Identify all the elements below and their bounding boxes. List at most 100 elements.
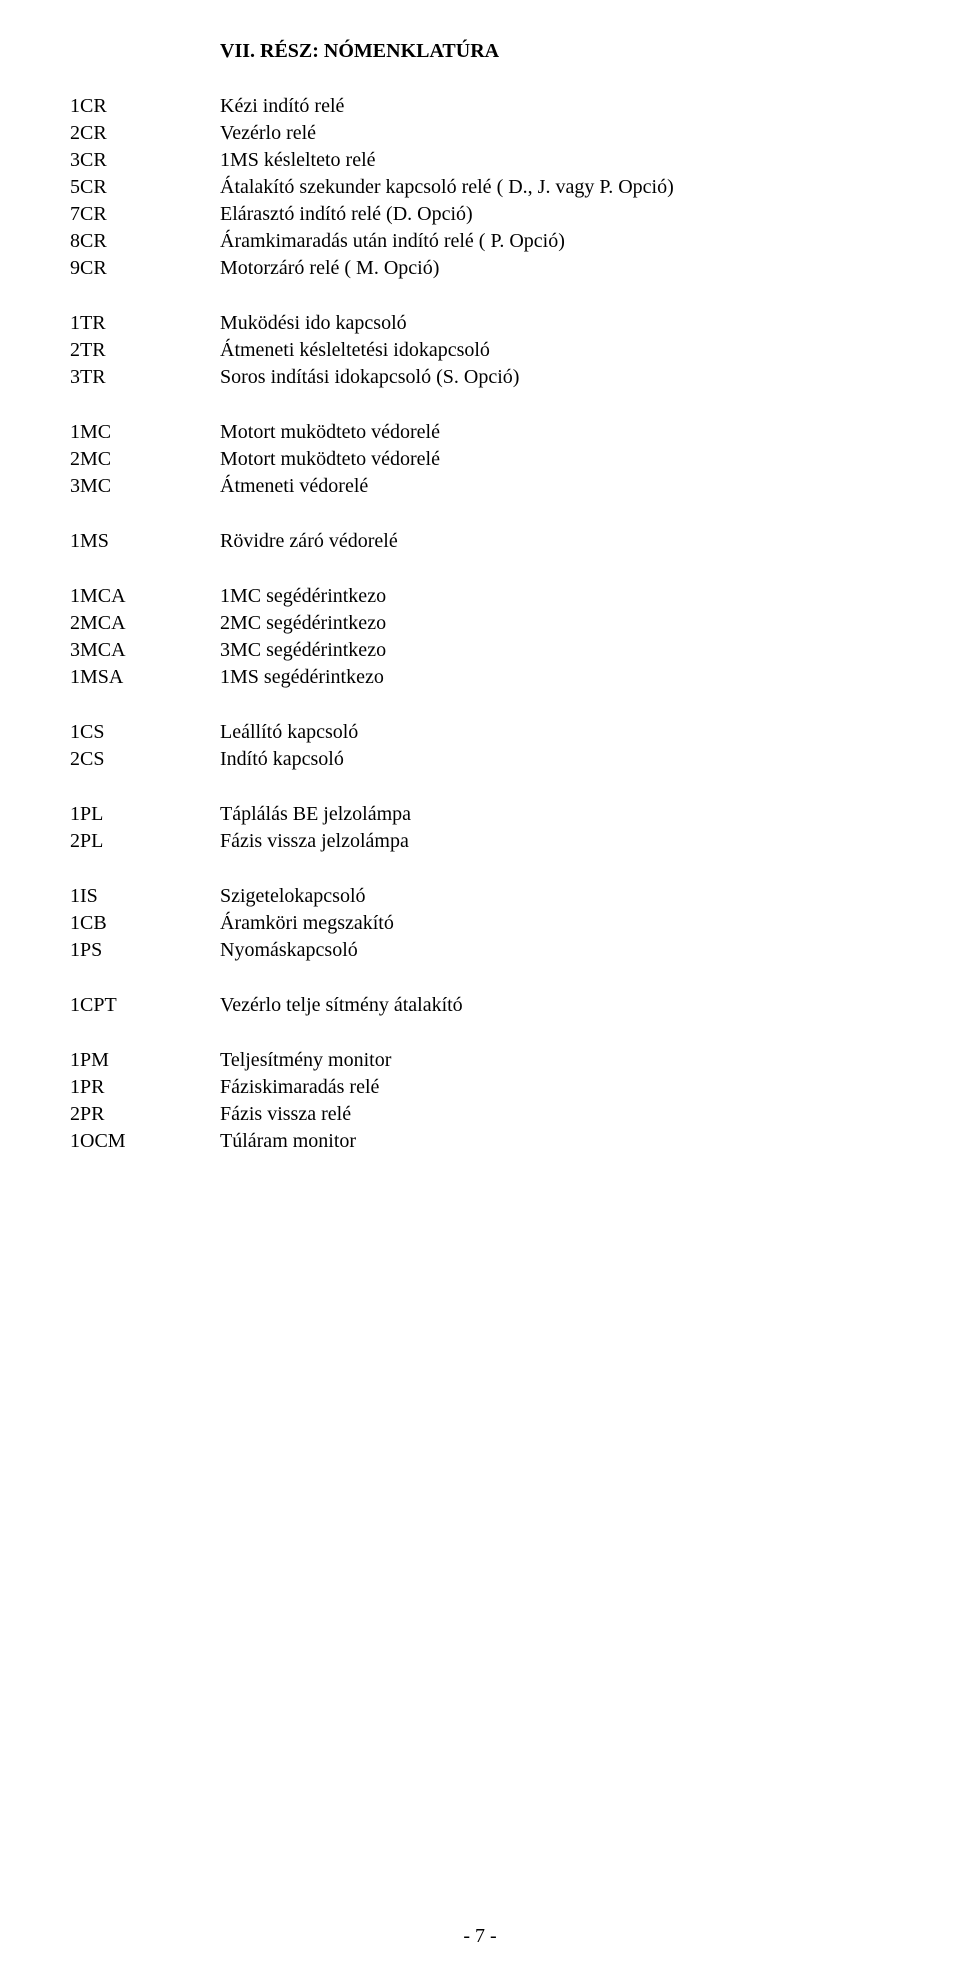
item-code: 1OCM <box>70 1128 220 1155</box>
list-item: 2PR Fázis vissza relé <box>70 1101 890 1128</box>
page-number: - 7 - <box>0 1925 960 1948</box>
item-code: 1PM <box>70 1047 220 1074</box>
item-code: 5CR <box>70 174 220 201</box>
item-code: 7CR <box>70 201 220 228</box>
list-item: 3CR1MS késlelteto relé <box>70 147 890 174</box>
item-description: Vezérlo telje sítmény átalakító <box>220 992 890 1019</box>
item-code: 1CR <box>70 93 220 120</box>
list-item: 2MCA2MC segédérintkezo <box>70 610 890 637</box>
list-item: 1PM Teljesítmény monitor <box>70 1047 890 1074</box>
list-item: 3MCÁtmeneti védorelé <box>70 473 890 500</box>
item-description: Átalakító szekunder kapcsoló relé ( D., … <box>220 174 890 201</box>
item-description: Vezérlo relé <box>220 120 890 147</box>
list-item: 1ISSzigetelokapcsoló <box>70 883 890 910</box>
list-item: 1PLTáplálás BE jelzolámpa <box>70 801 890 828</box>
item-code: 1IS <box>70 883 220 910</box>
block: 1CSLeállító kapcsoló2CSIndító kapcsoló <box>70 719 890 773</box>
item-code: 1PS <box>70 937 220 964</box>
list-item: 3MCA3MC segédérintkezo <box>70 637 890 664</box>
block: 1MCA1MC segédérintkezo2MCA2MC segédérint… <box>70 583 890 691</box>
item-description: Áramkimaradás után indító relé ( P. Opci… <box>220 228 890 255</box>
item-description: Fázis vissza relé <box>220 1101 890 1128</box>
list-item: 1MSRövidre záró védorelé <box>70 528 890 555</box>
item-description: Indító kapcsoló <box>220 746 890 773</box>
list-item: 1PSNyomáskapcsoló <box>70 937 890 964</box>
item-description: Elárasztó indító relé (D. Opció) <box>220 201 890 228</box>
page-title: VII. RÉSZ: NÓMENKLATÚRA <box>220 40 890 63</box>
item-description: Motort muködteto védorelé <box>220 446 890 473</box>
item-code: 1MCA <box>70 583 220 610</box>
item-code: 1CS <box>70 719 220 746</box>
item-code: 1CPT <box>70 992 220 1019</box>
item-description: Soros indítási idokapcsoló (S. Opció) <box>220 364 890 391</box>
item-code: 3CR <box>70 147 220 174</box>
item-code: 1CB <box>70 910 220 937</box>
item-code: 2CS <box>70 746 220 773</box>
list-item: 1MCMotort muködteto védorelé <box>70 419 890 446</box>
item-code: 3MCA <box>70 637 220 664</box>
item-code: 1MS <box>70 528 220 555</box>
item-code: 1PL <box>70 801 220 828</box>
item-code: 9CR <box>70 255 220 282</box>
item-code: 3TR <box>70 364 220 391</box>
item-description: Rövidre záró védorelé <box>220 528 890 555</box>
item-code: 2CR <box>70 120 220 147</box>
item-description: Teljesítmény monitor <box>220 1047 890 1074</box>
item-description: Túláram monitor <box>220 1128 890 1155</box>
item-description: Átmeneti védorelé <box>220 473 890 500</box>
item-code: 1TR <box>70 310 220 337</box>
item-description: Muködési ido kapcsoló <box>220 310 890 337</box>
item-code: 2TR <box>70 337 220 364</box>
list-item: 3TRSoros indítási idokapcsoló (S. Opció) <box>70 364 890 391</box>
list-item: 1CBÁramköri megszakító <box>70 910 890 937</box>
list-item: 1TRMuködési ido kapcsoló <box>70 310 890 337</box>
item-description: Leállító kapcsoló <box>220 719 890 746</box>
item-description: 3MC segédérintkezo <box>220 637 890 664</box>
list-item: 2PLFázis vissza jelzolámpa <box>70 828 890 855</box>
list-item: 7CRElárasztó indító relé (D. Opció) <box>70 201 890 228</box>
list-item: 1CRKézi indító relé <box>70 93 890 120</box>
list-item: 1PR Fáziskimaradás relé <box>70 1074 890 1101</box>
list-item: 1MCA1MC segédérintkezo <box>70 583 890 610</box>
item-description: Motort muködteto védorelé <box>220 419 890 446</box>
item-code: 2MCA <box>70 610 220 637</box>
item-code: 3MC <box>70 473 220 500</box>
list-item: 2MCMotort muködteto védorelé <box>70 446 890 473</box>
item-code: 2PL <box>70 828 220 855</box>
item-code: 2PR <box>70 1101 220 1128</box>
item-code: 1MC <box>70 419 220 446</box>
item-description: Átmeneti késleltetési idokapcsoló <box>220 337 890 364</box>
block: 1TRMuködési ido kapcsoló2TRÁtmeneti késl… <box>70 310 890 391</box>
list-item: 9CRMotorzáró relé ( M. Opció) <box>70 255 890 282</box>
block: 1MSRövidre záró védorelé <box>70 528 890 555</box>
item-description: Szigetelokapcsoló <box>220 883 890 910</box>
item-description: Motorzáró relé ( M. Opció) <box>220 255 890 282</box>
item-description: Kézi indító relé <box>220 93 890 120</box>
item-description: Nyomáskapcsoló <box>220 937 890 964</box>
list-item: 2CRVezérlo relé <box>70 120 890 147</box>
item-description: 2MC segédérintkezo <box>220 610 890 637</box>
list-item: 2CSIndító kapcsoló <box>70 746 890 773</box>
item-description: Táplálás BE jelzolámpa <box>220 801 890 828</box>
list-item: 5CRÁtalakító szekunder kapcsoló relé ( D… <box>70 174 890 201</box>
block: 1ISSzigetelokapcsoló1CBÁramköri megszakí… <box>70 883 890 964</box>
block: 1PM Teljesítmény monitor1PR Fáziskimarad… <box>70 1047 890 1155</box>
item-description: 1MC segédérintkezo <box>220 583 890 610</box>
item-code: 1MSA <box>70 664 220 691</box>
item-code: 2MC <box>70 446 220 473</box>
block: 1MCMotort muködteto védorelé2MCMotort mu… <box>70 419 890 500</box>
list-item: 1MSA1MS segédérintkezo <box>70 664 890 691</box>
block: 1PLTáplálás BE jelzolámpa2PLFázis vissza… <box>70 801 890 855</box>
list-item: 1CPTVezérlo telje sítmény átalakító <box>70 992 890 1019</box>
item-code: 8CR <box>70 228 220 255</box>
list-item: 1OCM Túláram monitor <box>70 1128 890 1155</box>
nomenclature-list: 1CRKézi indító relé2CRVezérlo relé3CR1MS… <box>70 93 890 1155</box>
item-description: 1MS segédérintkezo <box>220 664 890 691</box>
list-item: 1CSLeállító kapcsoló <box>70 719 890 746</box>
block: 1CRKézi indító relé2CRVezérlo relé3CR1MS… <box>70 93 890 282</box>
item-description: Áramköri megszakító <box>220 910 890 937</box>
item-description: Fáziskimaradás relé <box>220 1074 890 1101</box>
block: 1CPTVezérlo telje sítmény átalakító <box>70 992 890 1019</box>
list-item: 8CRÁramkimaradás után indító relé ( P. O… <box>70 228 890 255</box>
item-description: 1MS késlelteto relé <box>220 147 890 174</box>
